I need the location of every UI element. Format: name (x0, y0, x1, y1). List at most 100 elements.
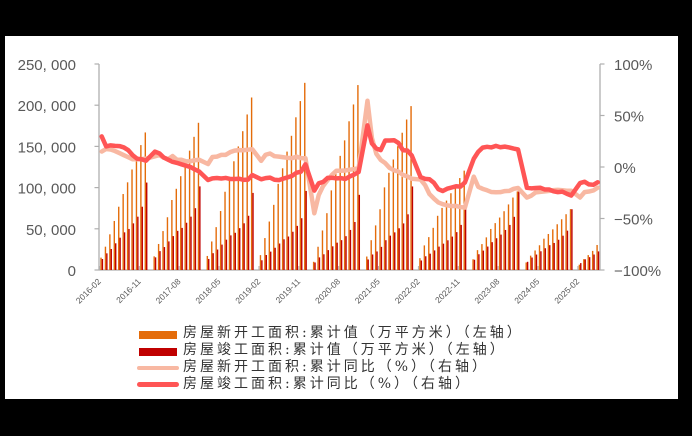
bar (428, 237, 430, 270)
y-right-tick-label: 100% (614, 57, 652, 74)
bar (270, 251, 272, 270)
bar (239, 228, 241, 270)
bar (410, 106, 412, 270)
bar (295, 117, 297, 270)
bar (397, 146, 399, 270)
bar (518, 187, 520, 270)
bar (587, 255, 589, 270)
x-tick-label: 2019-11 (274, 276, 303, 305)
bar (389, 235, 392, 270)
legend-item-completions-cumulative: 房屋竣工面积:累计值（万平方米）（左轴） (137, 342, 567, 359)
bar (529, 255, 532, 270)
bar (423, 245, 426, 270)
bar (591, 250, 594, 270)
bar (123, 232, 126, 270)
bar (367, 259, 369, 270)
bar (135, 156, 138, 270)
bar (380, 246, 383, 270)
bar (478, 254, 480, 270)
bar (312, 261, 315, 270)
bar (534, 250, 536, 270)
bar (516, 191, 519, 270)
bar (566, 230, 569, 270)
x-tick-label: 2022-11 (433, 276, 462, 305)
bar (323, 254, 325, 270)
bar (206, 255, 209, 270)
bar (110, 248, 112, 270)
bar (274, 247, 276, 270)
bar (283, 239, 285, 270)
bar (314, 262, 316, 270)
bar (481, 244, 483, 270)
bar (339, 155, 341, 270)
bar (538, 245, 541, 270)
bar (507, 204, 510, 270)
legend-label: 房屋竣工面积:累计值（万平方米）（左轴） (183, 342, 507, 358)
bar (185, 222, 188, 270)
bar (100, 257, 102, 270)
orange-bar-swatch-icon (139, 331, 177, 339)
bar (216, 249, 219, 270)
new-starts-yoy-line (99, 98, 601, 216)
bar (411, 186, 414, 270)
bar (494, 223, 496, 270)
bar (126, 182, 129, 270)
bar (349, 229, 352, 270)
bar (556, 224, 558, 270)
bar (459, 178, 461, 270)
bar (175, 188, 178, 270)
legend-item-new-starts-cumulative: 房屋新开工面积:累计值（万平方米）（左轴） (137, 325, 567, 342)
bar (379, 209, 381, 270)
bar (335, 171, 337, 270)
bar (398, 228, 400, 270)
bar (304, 82, 306, 270)
bar (212, 253, 214, 270)
bar (208, 258, 210, 270)
x-tick-label: 2025-02 (552, 276, 581, 305)
bar (420, 260, 423, 270)
bar (237, 146, 240, 270)
bar (292, 231, 294, 270)
bar (172, 236, 174, 270)
completions-yoy-line (99, 123, 601, 198)
bar (491, 242, 493, 270)
bar (273, 204, 275, 270)
bar (197, 122, 200, 270)
bar (456, 232, 458, 270)
bar (376, 251, 378, 270)
bar (490, 228, 492, 270)
bar (476, 250, 479, 270)
bar (473, 259, 476, 270)
x-tick-label: 2019-02 (233, 276, 262, 305)
bar (433, 250, 436, 270)
bar (140, 145, 142, 270)
bar (569, 209, 572, 270)
bar (132, 223, 135, 270)
bar (118, 206, 120, 270)
bar (104, 246, 107, 270)
bar (348, 121, 350, 270)
bar (224, 191, 226, 270)
bar (247, 215, 250, 270)
y-right-tick-label: −100% (614, 263, 661, 280)
bar (425, 256, 427, 270)
bar (553, 242, 555, 270)
bar (137, 216, 139, 270)
bar (500, 234, 502, 270)
bar (184, 163, 186, 270)
bar (383, 187, 386, 270)
bar (460, 224, 462, 270)
y-left-tick-label: 50, 000 (26, 222, 76, 239)
bar (336, 242, 338, 270)
bar (401, 132, 403, 270)
bar (318, 257, 321, 270)
bar (503, 211, 505, 270)
bar (177, 230, 179, 270)
y-right-tick-label: 50% (614, 109, 644, 126)
bar (463, 170, 465, 270)
x-tick-label: 2018-05 (193, 276, 222, 305)
bar (371, 254, 374, 270)
bar (193, 136, 195, 270)
bar (261, 260, 263, 270)
bar (407, 214, 409, 270)
